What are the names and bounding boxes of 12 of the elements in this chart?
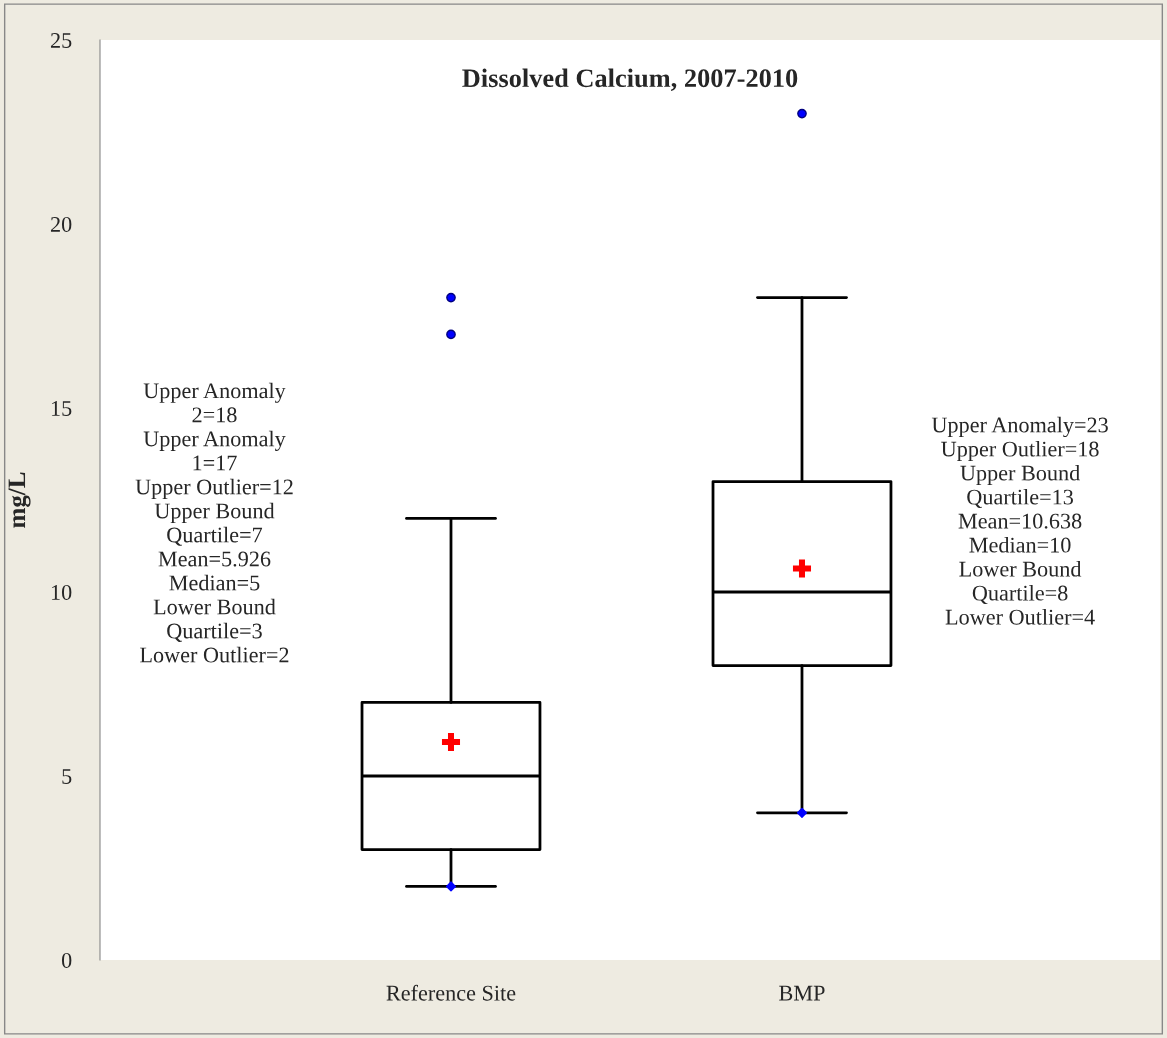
y-tick-label: 10: [51, 584, 72, 600]
text: Upper Anomaly=23 Upper Outlier=18 Upper Bound Quartile=13 Mean=10.638 Median=10 Lower Bound Quartile=8 Lower Outlier=4: [931, 416, 1108, 625]
x-tick-label: BMP: [779, 985, 825, 1001]
text: Upper Anomaly 2=18 Upper Anomaly 1=17 Upper Outlier=12 Upper Bound Quartile=7 Mean=5.926 Median=5 Lower Bound Quartile=3 Lower Outlier=2: [135, 382, 293, 663]
y-tick-label: 25: [50, 32, 72, 48]
y-tick-label: 0: [61, 952, 72, 968]
x-tick-label: Reference Site: [386, 984, 516, 1001]
y-axis-title: mg/L: [8, 472, 31, 528]
y-tick-label: 20: [50, 216, 72, 232]
y-tick-label: 5: [62, 769, 72, 784]
y-tick-label: 15: [51, 401, 72, 416]
text: Dissolved Calcium, 2007-2010: [462, 68, 798, 91]
